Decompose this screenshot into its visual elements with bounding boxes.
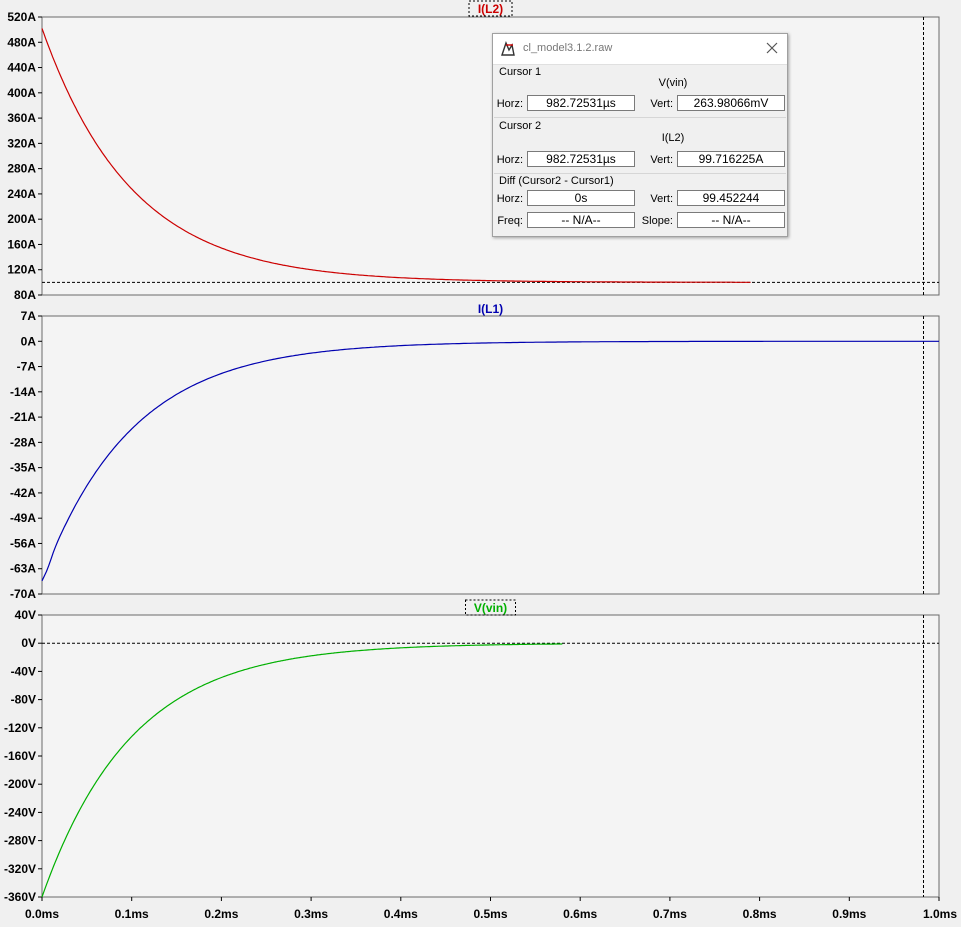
trace-title: I(L1) <box>478 302 503 316</box>
y-tick-label: -21A <box>10 410 36 424</box>
y-tick-label: 40V <box>15 608 36 622</box>
cursor1-horz-label: Horz: <box>496 98 523 110</box>
diff-vert-field[interactable]: 99.452244 <box>677 190 785 206</box>
cursor1-vert-label: Vert: <box>650 98 673 110</box>
y-tick-label: -42A <box>10 486 36 500</box>
x-tick-label: 0.4ms <box>384 907 418 921</box>
y-tick-label: -80V <box>11 693 36 707</box>
plot-pane-2 <box>41 614 940 898</box>
x-tick-label: 0.3ms <box>294 907 328 921</box>
plot-pane-0 <box>41 16 940 296</box>
plot-pane-1 <box>41 315 940 595</box>
trace-i-l1- <box>41 340 939 582</box>
diff-vert-label: Vert: <box>650 193 673 205</box>
cursor2-vert-field[interactable]: 99.716225A <box>677 151 785 167</box>
cursor2-horz-field[interactable]: 982.72531µs <box>527 151 635 167</box>
x-tick-label: 1.0ms <box>923 907 957 921</box>
freq-label: Freq: <box>497 215 523 227</box>
y-tick-label: -56A <box>10 536 36 550</box>
trace-title-box <box>465 599 516 616</box>
y-tick-label: 280A <box>7 162 36 176</box>
slope-field[interactable]: -- N/A-- <box>677 212 785 228</box>
trace-title: I(L2) <box>478 2 503 16</box>
diff-label: Diff (Cursor2 - Cursor1) <box>499 175 614 187</box>
dialog-titlebar[interactable]: cl_model3.1.2.raw <box>493 34 787 65</box>
ltspice-icon <box>501 41 515 56</box>
x-tick-label: 0.6ms <box>563 907 597 921</box>
y-tick-label: 400A <box>7 86 36 100</box>
cursor2-vert-label: Vert: <box>650 154 673 166</box>
y-tick-label: 480A <box>7 35 36 49</box>
diff-horz-label: Horz: <box>496 193 523 205</box>
x-tick-label: 0.0ms <box>25 907 59 921</box>
dialog-title: cl_model3.1.2.raw <box>523 42 613 54</box>
y-tick-label: -160V <box>4 749 36 763</box>
y-tick-label: -280V <box>4 834 36 848</box>
y-tick-label: 0A <box>21 334 37 348</box>
y-tick-label: 200A <box>7 212 36 226</box>
x-tick-label: 0.2ms <box>204 907 238 921</box>
y-tick-label: 240A <box>7 187 36 201</box>
y-tick-label: -240V <box>4 805 36 819</box>
y-tick-label: 520A <box>7 10 36 24</box>
y-tick-label: 120A <box>7 263 36 277</box>
cursor1-signal: V(vin) <box>658 77 688 89</box>
cursor1-horz-field[interactable]: 982.72531µs <box>527 95 635 111</box>
x-tick-label: 0.5ms <box>473 907 507 921</box>
cursor2-label: Cursor 2 <box>499 120 542 132</box>
cursor1-vert-field[interactable]: 263.98066mV <box>677 95 785 111</box>
close-icon[interactable] <box>765 41 779 55</box>
y-tick-label: -320V <box>4 862 36 876</box>
trace-title: V(vin) <box>474 601 507 615</box>
y-tick-label: -14A <box>10 385 36 399</box>
slope-label: Slope: <box>641 215 673 227</box>
y-tick-label: 80A <box>14 288 36 302</box>
diff-horz-field[interactable]: 0s <box>527 190 635 206</box>
y-tick-label: -35A <box>10 461 36 475</box>
y-tick-label: -120V <box>4 721 36 735</box>
x-tick-label: 0.9ms <box>832 907 866 921</box>
trace-i-l2- <box>41 28 751 283</box>
y-tick-label: -40V <box>11 664 36 678</box>
y-tick-label: -200V <box>4 777 36 791</box>
x-tick-label: 0.7ms <box>653 907 687 921</box>
y-tick-label: 0V <box>21 636 36 650</box>
y-tick-label: -28A <box>10 435 36 449</box>
separator <box>494 117 786 118</box>
y-tick-label: 440A <box>7 61 36 75</box>
y-tick-label: 360A <box>7 111 36 125</box>
cursor2-signal: I(L2) <box>661 132 685 144</box>
trace-v-vin- <box>41 643 563 898</box>
y-tick-label: 7A <box>21 309 37 323</box>
separator <box>494 173 786 174</box>
cursor2-horz-label: Horz: <box>496 154 523 166</box>
y-tick-label: -360V <box>4 890 36 904</box>
trace-title-box <box>468 0 513 17</box>
y-tick-label: 320A <box>7 136 36 150</box>
cursor-dialog[interactable]: cl_model3.1.2.raw Cursor 1 V(vin) Horz: … <box>492 33 788 237</box>
freq-field[interactable]: -- N/A-- <box>527 212 635 228</box>
y-tick-label: -70A <box>10 587 36 601</box>
cursor1-label: Cursor 1 <box>499 66 542 78</box>
x-tick-label: 0.8ms <box>743 907 777 921</box>
x-tick-label: 0.1ms <box>115 907 149 921</box>
y-tick-label: -49A <box>10 511 36 525</box>
y-tick-label: -63A <box>10 562 36 576</box>
y-tick-label: -7A <box>17 360 37 374</box>
y-tick-label: 160A <box>7 237 36 251</box>
